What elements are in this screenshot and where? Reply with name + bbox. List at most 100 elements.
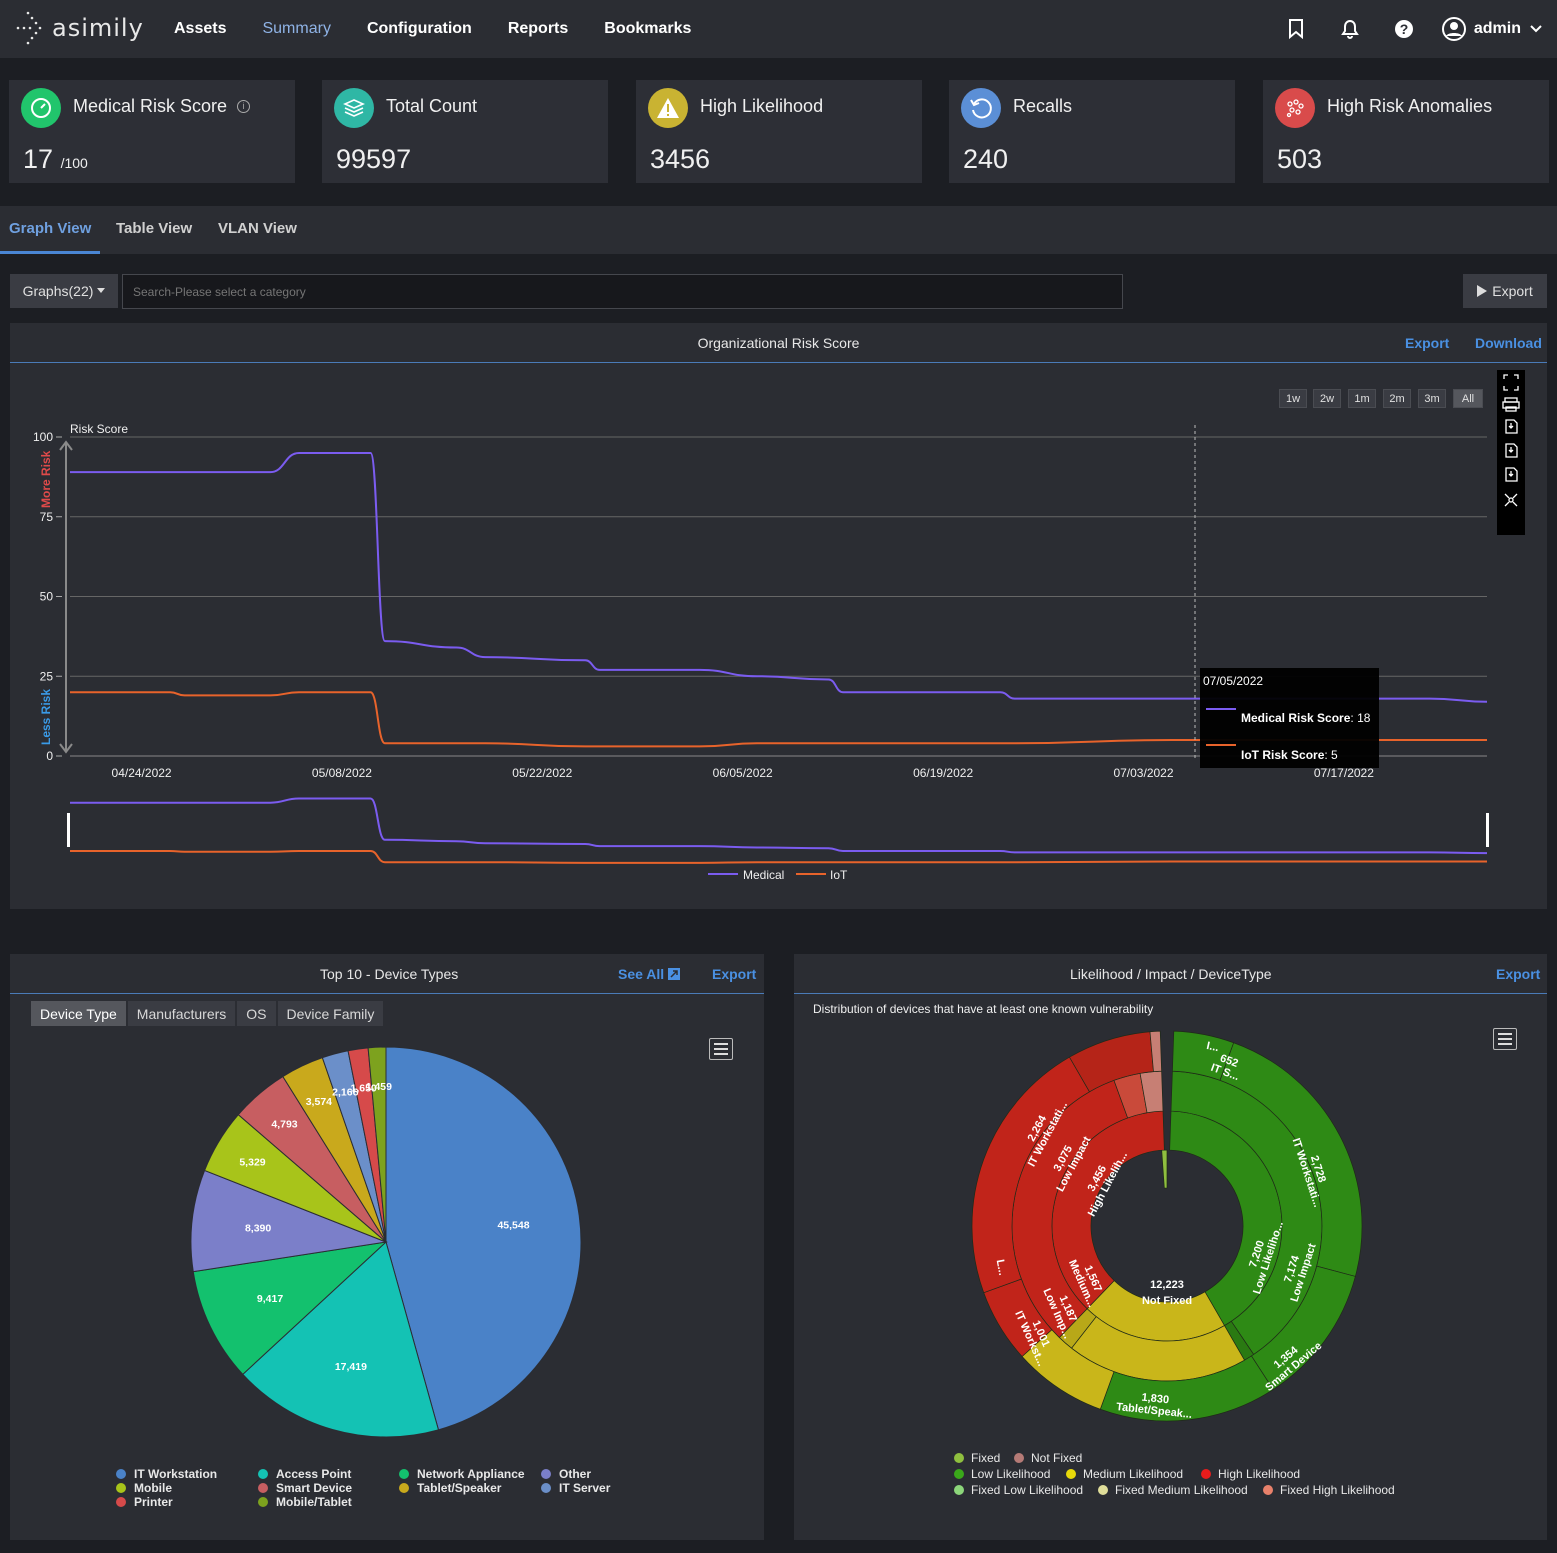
risk-export-link[interactable]: Export [1405, 335, 1450, 351]
legend-label: Fixed Low Likelihood [971, 1483, 1084, 1497]
asimily-logo[interactable]: asimily [14, 8, 144, 48]
pie-slice[interactable] [192, 1241, 388, 1376]
top-nav: asimily Assets Summary Configuration Rep… [0, 0, 1557, 58]
nav-summary[interactable]: Summary [262, 20, 331, 37]
view-tabs: Graph View Table View VLAN View [0, 206, 1557, 254]
risk-download-link[interactable]: Download [1475, 335, 1542, 351]
panel-title: Organizational Risk Score [697, 335, 860, 351]
kpi-card-recalls[interactable]: Recalls 240 [949, 80, 1235, 183]
legend-item[interactable]: Access Point [258, 1467, 351, 1481]
pie-slice[interactable] [190, 1169, 388, 1273]
chart-navigator[interactable] [67, 797, 1489, 864]
y-tick-label: 25 [40, 669, 54, 683]
risk-arrow-up-icon [59, 440, 73, 451]
subtab-device-family[interactable]: Device Family [277, 1001, 384, 1026]
username: admin [1473, 20, 1521, 37]
x-tick-label: 06/05/2022 [713, 766, 773, 780]
nav-bookmarks[interactable]: Bookmarks [604, 20, 692, 37]
navigator-handle-left [67, 813, 70, 847]
tab-graph-view[interactable]: Graph View [9, 220, 92, 237]
legend-item[interactable]: Smart Device [258, 1481, 352, 1495]
range-3m-button[interactable]: 3m [1418, 389, 1446, 408]
tab-vlan-view[interactable]: VLAN View [218, 220, 297, 237]
sunburst-center-value: 12,223 [1150, 1279, 1184, 1291]
legend-medical[interactable]: Medical [743, 868, 784, 882]
nav-assets[interactable]: Assets [174, 20, 227, 37]
logo-text: asimily [52, 14, 144, 42]
legend-item[interactable]: High Likelihood [1201, 1467, 1300, 1481]
panel-header: Likelihood / Impact / DeviceType Export [794, 954, 1547, 994]
legend-item[interactable]: Medium Likelihood [1066, 1467, 1183, 1481]
search-input[interactable] [122, 274, 1123, 309]
nav-reports[interactable]: Reports [507, 20, 569, 37]
tooltip-medical-label: Medical Risk Score [1241, 711, 1351, 725]
legend-item[interactable]: Fixed Medium Likelihood [1098, 1483, 1248, 1497]
kpi-card-medical-risk[interactable]: Medical Risk Score i 17 /100 [9, 80, 295, 183]
range-2m-button[interactable]: 2m [1383, 389, 1411, 408]
tab-table-view[interactable]: Table View [116, 220, 193, 237]
legend-item[interactable]: Fixed Low Likelihood [954, 1483, 1083, 1497]
kpi-card-high-risk-anomalies[interactable]: High Risk Anomalies 503 [1263, 80, 1549, 183]
user-menu[interactable]: admin [1441, 17, 1543, 41]
legend-item[interactable]: Fixed High Likelihood [1263, 1483, 1395, 1497]
help-icon[interactable]: ? [1392, 17, 1416, 41]
bell-icon[interactable] [1338, 17, 1362, 41]
nav-configuration[interactable]: Configuration [366, 20, 472, 37]
legend-item[interactable]: IT Workstation [116, 1467, 217, 1481]
kpi-card-total-count[interactable]: Total Count 99597 [322, 80, 608, 183]
pie-slice[interactable] [367, 1046, 387, 1243]
less-risk-label: Less Risk [39, 689, 53, 745]
legend-item[interactable]: Network Appliance [399, 1467, 525, 1481]
sunburst-segment[interactable] [1149, 1030, 1162, 1072]
info-icon[interactable]: i [237, 100, 251, 113]
range-1w-button[interactable]: 1w [1279, 389, 1307, 408]
sunburst-segment-fixed[interactable] [1161, 1149, 1168, 1189]
range-all-button[interactable]: All [1453, 389, 1483, 408]
subtab-device-type[interactable]: Device Type [31, 1001, 126, 1026]
subtab-manufacturers[interactable]: Manufacturers [127, 1001, 236, 1026]
device-export-link[interactable]: Export [712, 966, 757, 982]
kpi-card-high-likelihood[interactable]: High Likelihood 3456 [636, 80, 922, 183]
legend-label: Access Point [276, 1467, 352, 1481]
sunburst-chart-menu-icon[interactable] [1493, 1028, 1517, 1050]
pie-data-label: 1,459 [366, 1081, 392, 1093]
legend-label: Network Appliance [417, 1467, 525, 1481]
anomaly-icon [1275, 88, 1315, 128]
legend-item[interactable]: IT Server [541, 1481, 610, 1495]
pie-slice[interactable] [385, 1046, 582, 1431]
pie-slice[interactable] [242, 1241, 440, 1438]
device-type-pie-chart[interactable]: 45,548 17,419 9,417 8,390 5,329 4,793 3,5742,1… [180, 1036, 592, 1448]
sunburst-export-link[interactable]: Export [1496, 966, 1541, 982]
legend-item[interactable]: Low Likelihood [954, 1467, 1050, 1481]
pie-data-label: 4,793 [271, 1119, 297, 1131]
panel-header: Organizational Risk Score Export Downloa… [10, 323, 1547, 363]
line-legend: Medical IoT [708, 868, 848, 882]
range-1m-button[interactable]: 1m [1348, 389, 1376, 408]
legend-label: High Likelihood [1218, 1467, 1301, 1481]
legend-item[interactable]: Other [541, 1467, 591, 1481]
risk-line-chart[interactable]: 0 25 50 75 100 04/24/2022 05/08/2022 05/22/202… [0, 0, 1557, 909]
subtab-os[interactable]: OS [237, 1001, 276, 1026]
legend-iot[interactable]: IoT [830, 868, 848, 882]
legend-item[interactable]: Tablet/Speaker [399, 1481, 501, 1495]
logo-mark-icon [16, 11, 42, 45]
legend-label: IT Server [559, 1481, 611, 1495]
range-2w-button[interactable]: 2w [1313, 389, 1341, 408]
device-subtabs: Device Type Manufacturers OS Device Fami… [31, 1001, 385, 1026]
legend-item[interactable]: Printer [116, 1495, 173, 1509]
legend-item[interactable]: Mobile [116, 1481, 172, 1495]
see-all-link[interactable]: See All [618, 966, 681, 982]
legend-label: Low Likelihood [971, 1467, 1051, 1481]
x-tick-label: 06/19/2022 [913, 766, 973, 780]
graphs-dropdown[interactable]: Graphs(22) [10, 274, 118, 308]
legend-item[interactable]: Mobile/Tablet [258, 1495, 352, 1509]
bookmark-icon[interactable] [1284, 17, 1308, 41]
legend-item[interactable]: Fixed [954, 1451, 1000, 1465]
tooltip-date: 07/05/2022 [1203, 674, 1263, 688]
export-button[interactable]: Export [1463, 274, 1547, 308]
device-chart-menu-icon[interactable] [709, 1038, 733, 1060]
legend-item[interactable]: Not Fixed [1014, 1451, 1082, 1465]
sunburst-subtitle: Distribution of devices that have at lea… [813, 1002, 1154, 1016]
sunburst-label: I... [1205, 1040, 1219, 1054]
